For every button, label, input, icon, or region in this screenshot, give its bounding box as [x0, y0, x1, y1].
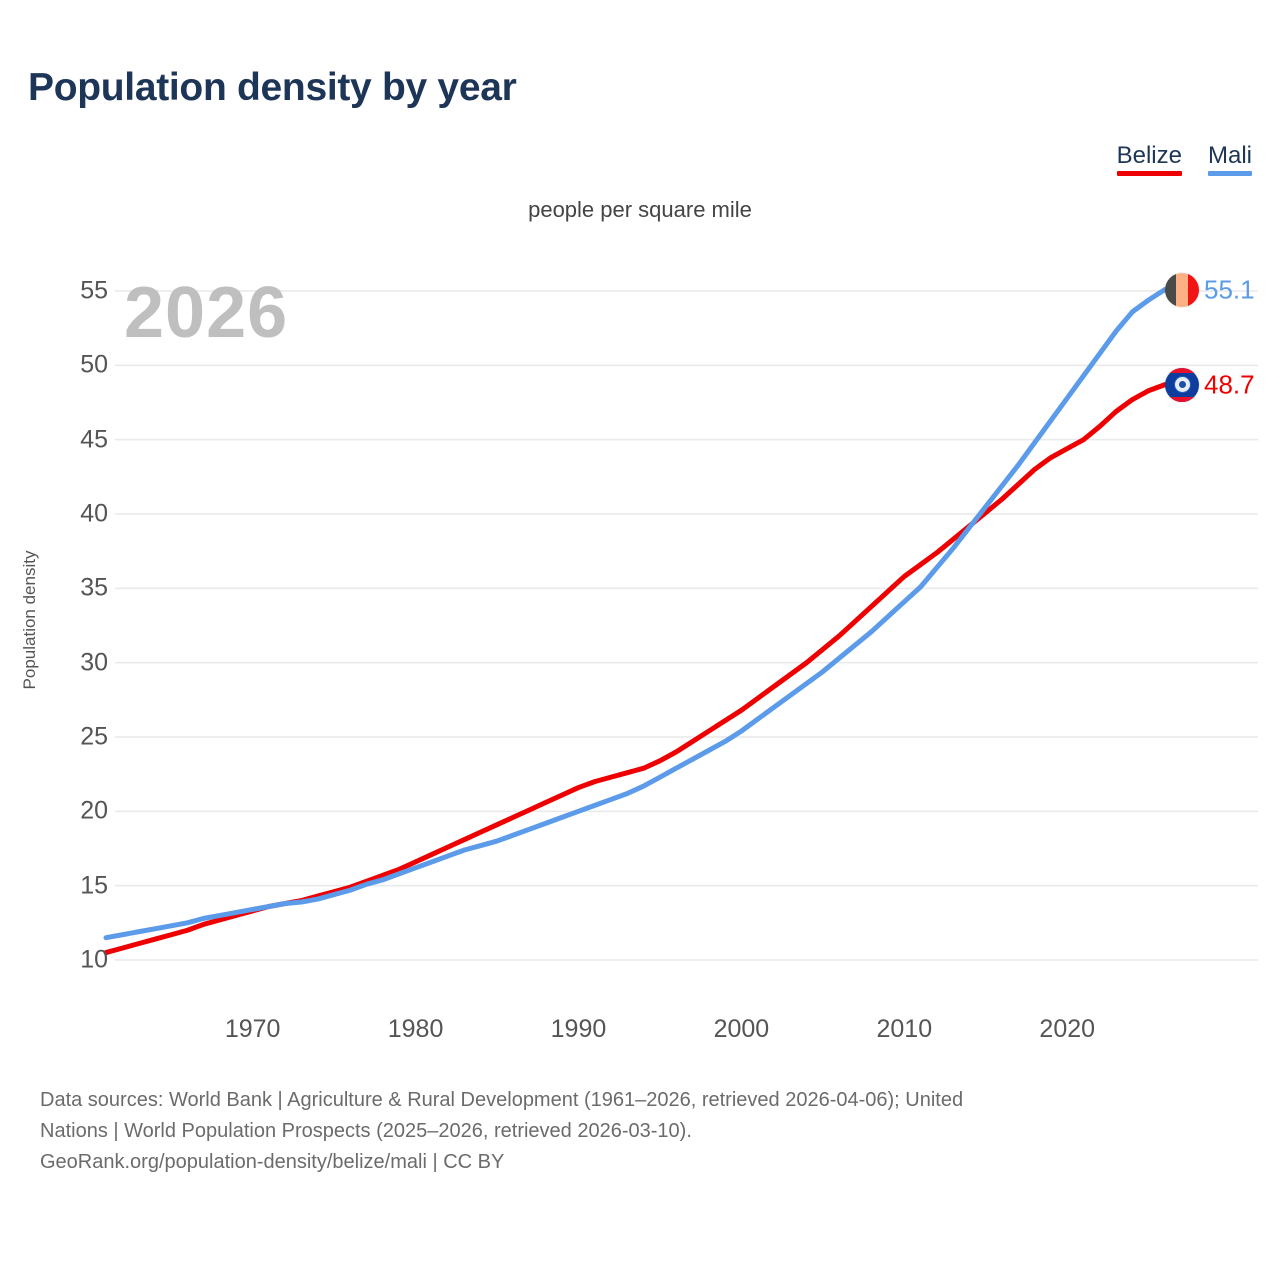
end-value-mali: 55.1 [1204, 274, 1255, 304]
x-tick-label: 1980 [387, 1015, 444, 1043]
x-tick-label: 1990 [550, 1015, 607, 1043]
x-tick-label: 2000 [713, 1015, 770, 1043]
y-tick-label: 25 [80, 722, 108, 751]
y-tick-label: 10 [80, 945, 108, 974]
legend-label-belize: Belize [1116, 142, 1182, 169]
series-line-belize [103, 382, 1168, 956]
y-tick-label: 20 [80, 796, 108, 825]
y-tick-label: 15 [80, 871, 108, 900]
chart-canvas [103, 287, 1258, 961]
legend: Belize Mali [1116, 142, 1252, 177]
legend-label-mali: Mali [1207, 142, 1252, 169]
series-line-mali [103, 287, 1168, 941]
legend-item-belize[interactable]: Belize [1116, 142, 1182, 177]
y-tick-label: 50 [80, 350, 108, 379]
page-title: Population density by year [28, 66, 517, 109]
y-tick-label: 40 [80, 499, 108, 528]
y-tick-label: 55 [80, 276, 108, 305]
y-tick-label: 30 [80, 648, 108, 677]
x-tick-label: 2020 [1039, 1015, 1096, 1043]
legend-rule-belize [1116, 171, 1182, 177]
x-tick-label: 2010 [876, 1015, 933, 1043]
y-axis-title: Population density [20, 550, 39, 690]
legend-rule-mali [1207, 171, 1252, 177]
chart-subtitle: people per square mile [528, 197, 752, 222]
end-value-belize: 48.7 [1204, 369, 1255, 400]
footer-line-3: GeoRank.org/population-density/belize/ma… [40, 1151, 505, 1173]
y-tick-label: 45 [80, 425, 108, 454]
plot-area: 2026 Population density 10 15 20 25 30 35 40 45… [20, 272, 1258, 1043]
legend-item-mali[interactable]: Mali [1207, 142, 1252, 177]
footer-sources: Data sources: World Bank | Agriculture &… [40, 1085, 1260, 1178]
mali-flag-icon [1165, 272, 1199, 307]
x-tick-label: 1970 [224, 1015, 281, 1043]
year-watermark: 2026 [124, 273, 289, 353]
y-tick-label: 35 [80, 573, 108, 602]
footer-line-1: Data sources: World Bank | Agriculture &… [40, 1089, 964, 1111]
footer-line-2: Nations | World Population Prospects (20… [40, 1120, 692, 1142]
belize-flag-icon [1165, 367, 1199, 402]
